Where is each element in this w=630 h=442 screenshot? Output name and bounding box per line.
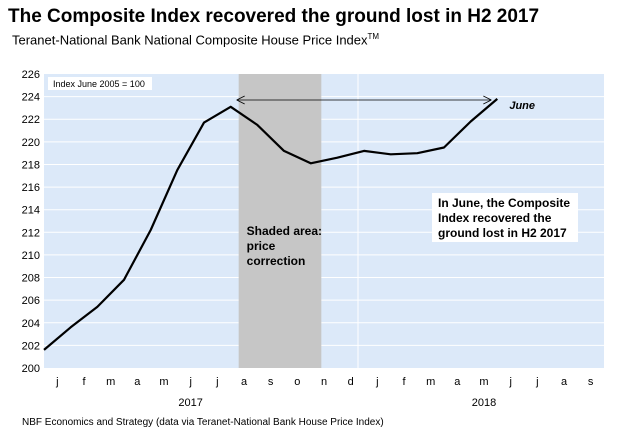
- x-tick-label: f: [82, 376, 86, 388]
- y-tick-label: 220: [22, 137, 40, 149]
- index-note-box: [48, 77, 152, 90]
- x-tick-label: a: [561, 376, 568, 388]
- x-tick-label: m: [426, 376, 435, 388]
- y-tick-label: 224: [22, 92, 40, 104]
- y-tick-label: 218: [22, 159, 40, 171]
- y-tick-label: 202: [22, 340, 40, 352]
- shaded-area-label-line: Shaded area:: [247, 224, 322, 238]
- x-tick-label: m: [106, 376, 115, 388]
- source-footer: NBF Economics and Strategy (data via Ter…: [22, 417, 384, 428]
- callout-line: Index recovered the: [438, 211, 552, 225]
- subtitle-text: Teranet-National Bank National Composite…: [12, 32, 368, 48]
- x-tick-label: j: [215, 376, 218, 388]
- june-end-label: June: [509, 100, 535, 112]
- y-tick-label: 206: [22, 295, 40, 307]
- x-tick-label: a: [454, 376, 461, 388]
- x-tick-label: j: [188, 376, 191, 388]
- x-tick-label: j: [535, 376, 538, 388]
- shaded-area-label-line: price: [247, 239, 276, 253]
- y-tick-label: 216: [22, 182, 40, 194]
- x-tick-label: j: [508, 376, 511, 388]
- x-tick-label: f: [402, 376, 406, 388]
- y-tick-label: 212: [22, 227, 40, 239]
- year-label: 2018: [472, 397, 496, 409]
- year-label: 2017: [178, 397, 202, 409]
- x-tick-label: d: [348, 376, 354, 388]
- y-tick-label: 214: [22, 205, 40, 217]
- year-labels: 2017 2018: [178, 397, 496, 409]
- x-tick-label: m: [159, 376, 168, 388]
- shaded-area-label-line: correction: [247, 254, 306, 268]
- y-tick-label: 226: [22, 69, 40, 81]
- chart-subtitle: Teranet-National Bank National Composite…: [12, 32, 379, 47]
- callout-box: [432, 193, 578, 242]
- trademark-sup: TM: [367, 32, 380, 41]
- recovery-arrow: [236, 95, 492, 105]
- arrow-head-left: [236, 95, 245, 105]
- x-tick-label: n: [321, 376, 327, 388]
- series-line-composite-index: [43, 98, 499, 351]
- y-axis-ticks: 200 202 204 206 208 210 212 214 216 218 220 222 224 2…: [22, 69, 40, 375]
- x-tick-label: j: [55, 376, 58, 388]
- arrow-head-right: [483, 95, 492, 105]
- chart-title: The Composite Index recovered the ground…: [8, 6, 540, 27]
- x-tick-label: m: [479, 376, 488, 388]
- y-tick-label: 200: [22, 363, 40, 375]
- callout-line: ground lost in H2 2017: [438, 226, 567, 240]
- y-tick-label: 222: [22, 114, 40, 126]
- x-tick-label: s: [588, 376, 594, 388]
- callout-line: In June, the Composite: [438, 196, 570, 210]
- x-tick-label: a: [134, 376, 141, 388]
- y-tick-label: 210: [22, 250, 40, 262]
- x-tick-label: a: [241, 376, 248, 388]
- x-tick-label: s: [268, 376, 274, 388]
- shaded-correction-area: [238, 74, 322, 368]
- x-tick-label: j: [375, 376, 378, 388]
- x-tick-label: o: [294, 376, 300, 388]
- y-tick-label: 208: [22, 273, 40, 285]
- y-tick-label: 204: [22, 318, 40, 330]
- index-note: Index June 2005 = 100: [53, 79, 145, 89]
